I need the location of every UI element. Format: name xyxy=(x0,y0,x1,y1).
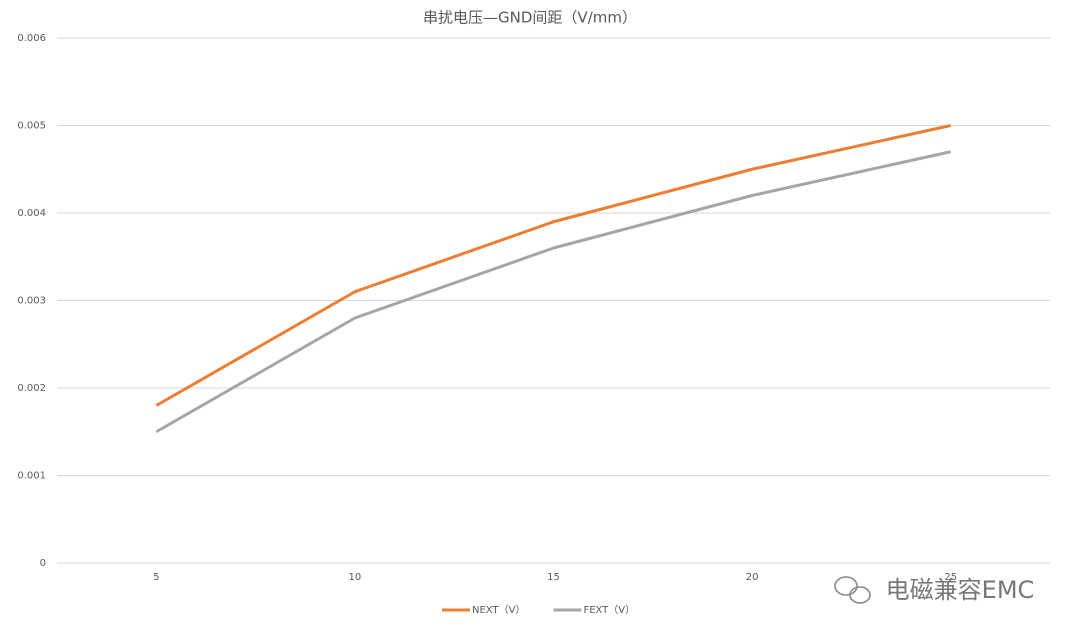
series-line xyxy=(155,150,952,434)
y-tick-label: 0.005 xyxy=(17,121,46,132)
y-tick-label: 0 xyxy=(40,558,46,569)
legend-label: FEXT（V） xyxy=(583,604,635,616)
series-line xyxy=(155,124,952,407)
y-tick-label: 0.003 xyxy=(17,296,46,307)
y-tick-label: 0.004 xyxy=(17,208,46,219)
wechat-icon xyxy=(834,576,871,604)
x-tick-label: 25 xyxy=(944,572,957,583)
x-tick-label: 20 xyxy=(746,572,759,583)
y-tick-label: 0.001 xyxy=(17,471,46,482)
x-tick-label: 5 xyxy=(153,572,159,583)
watermark: 电磁兼容EMC xyxy=(886,576,1035,604)
y-tick-label: 0.006 xyxy=(17,33,46,44)
chart-title: 串扰电压—GND间距（V/mm） xyxy=(423,9,637,27)
x-tick-label: 10 xyxy=(349,572,362,583)
y-tick-label: 0.002 xyxy=(17,383,46,394)
legend-label: NEXT（V） xyxy=(472,604,525,616)
x-tick-label: 15 xyxy=(547,572,560,583)
